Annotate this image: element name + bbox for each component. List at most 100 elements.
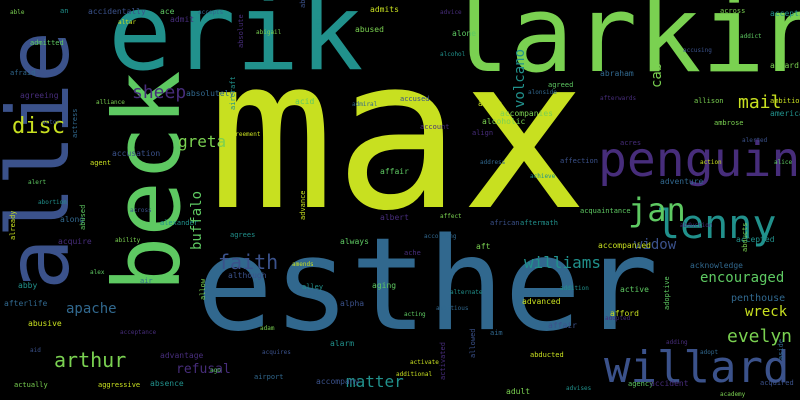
small-word: additional [396,371,433,378]
small-word: aid [30,347,41,354]
word-willard: willard [604,342,790,393]
small-word: abducted [530,351,564,359]
small-word: actor [42,119,61,126]
small-word: afterwards [600,95,637,102]
small-word: abortion [38,199,67,206]
small-word: alcohol [440,51,466,58]
small-word: acknowledge [690,261,743,270]
word-penguin: penguin [598,132,800,188]
small-word: abnormal [299,0,307,8]
word-greta: greta [178,132,227,151]
small-word: an [60,7,69,15]
small-word: already [9,210,17,240]
small-word: ace [160,7,175,16]
small-word: alive [478,99,503,108]
small-word: actually [14,381,48,389]
small-word: accompanied [598,241,651,250]
small-word: alcoholic [482,117,526,126]
word-mail: mail [738,92,782,113]
small-word: able [10,9,25,16]
small-word: adopted [605,315,631,322]
small-word: alley [302,283,324,291]
small-word: adam [260,325,275,332]
small-word: african [490,219,520,227]
word-disc: disc [12,114,65,139]
small-word: agreeing [20,91,59,100]
small-word: accusing [683,47,712,54]
small-word: aft [476,242,491,251]
small-word: afford [610,309,639,318]
small-word: ago [210,367,221,374]
small-word: absolutely [186,89,235,98]
small-word: address [480,159,506,166]
small-word: acceptance [120,329,157,336]
small-word: addition [560,285,589,292]
small-word: accompany [316,377,360,386]
small-word: affair [548,321,577,330]
small-word: ability [115,237,141,244]
small-word: alexander [160,219,198,227]
small-word: affection [560,157,598,165]
small-word: ambition [770,97,800,105]
small-word: active [620,285,649,294]
small-word: aggressive [98,381,141,389]
small-word: action [700,159,722,166]
small-word: advantage [160,351,204,360]
small-word: advance [299,190,307,220]
small-word: aside [777,338,785,360]
word-apache: apache [66,301,117,317]
small-word: agreed [548,81,574,89]
word-jan: jan [628,191,686,229]
small-word: according [424,233,457,240]
small-word: abby [18,281,38,290]
small-word: abduction [680,222,713,229]
word-williams: williams [524,253,602,272]
small-word: absolute [237,14,245,48]
word-widow: widow [634,237,677,253]
small-word: across [130,207,152,214]
word-faith: faith [218,250,279,274]
small-word: amends [292,261,314,268]
word-evelyn: evelyn [727,326,793,347]
small-word: alert [28,179,47,186]
small-word: acquaintance [580,207,631,215]
small-word: activate [410,359,439,366]
small-word: accused [400,95,430,103]
small-word: activated [439,342,447,380]
small-word: abused [355,25,384,34]
small-word: accusation [112,149,161,158]
word-max: max [208,12,588,257]
small-word: aging [372,281,397,290]
small-word: airport [254,373,284,381]
small-word: adopt [700,349,719,356]
small-word: abusive [28,319,62,328]
word-esther: esther [196,211,659,360]
small-word: ambrose [714,119,744,127]
small-word: ache [404,249,421,257]
small-word: albert [380,213,409,222]
small-word: addict [740,33,762,40]
small-word: acting [404,311,426,318]
small-word: abraham [600,69,634,78]
small-word: accepting [770,9,800,18]
word-encouraged: encouraged [700,270,785,286]
small-word: acres [620,139,642,147]
small-word: allowed [469,328,477,358]
word-sheep: sheep [132,82,187,103]
small-word: acquire [58,237,92,246]
small-word: alarm [330,339,355,348]
small-word: always [340,237,369,246]
small-word: account [420,123,450,131]
small-word: along [60,215,85,224]
small-word: agency [628,380,654,388]
small-word: alien [315,8,323,30]
small-word: ambitious [436,305,469,312]
small-word: acquired [760,379,794,387]
small-word: alternate [450,289,483,296]
small-word: accepts [198,9,224,16]
small-word: advanced [522,297,561,306]
small-word: advises [566,385,592,392]
word-arthur: arthur [54,348,127,372]
